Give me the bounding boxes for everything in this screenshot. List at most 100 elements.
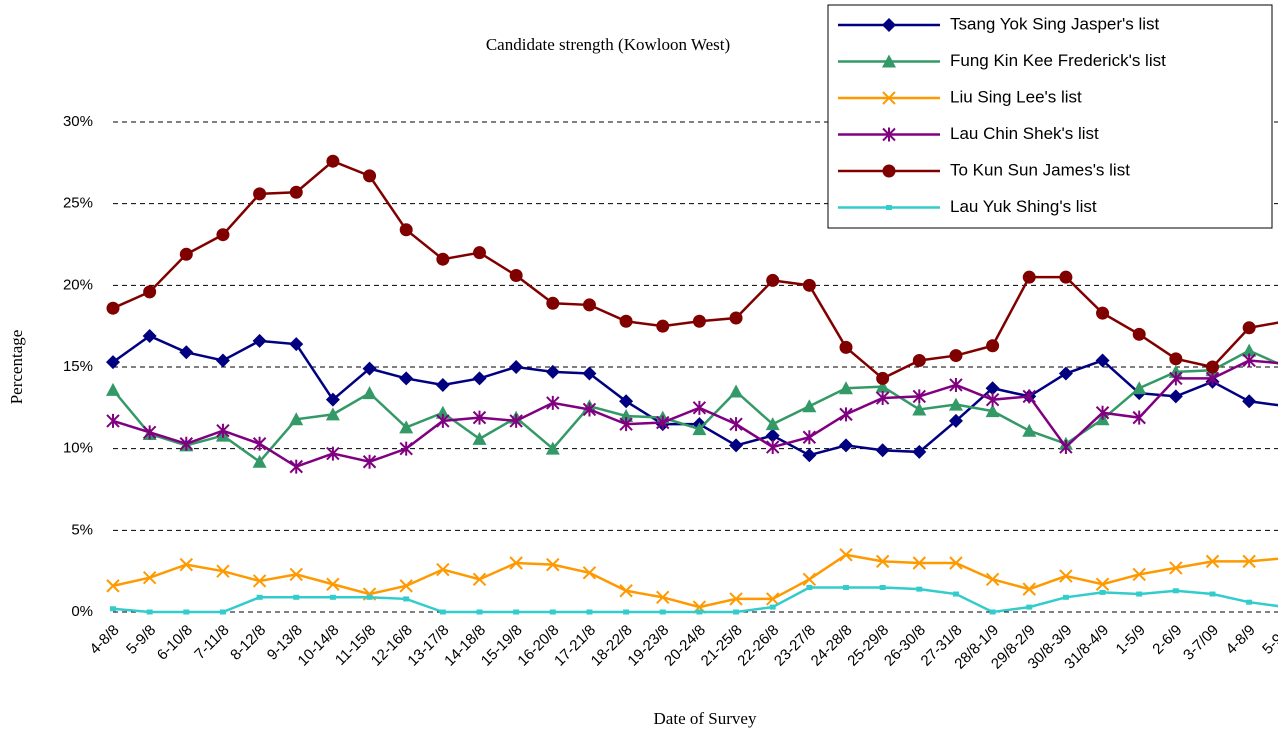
- marker: [179, 247, 193, 261]
- marker: [472, 431, 487, 445]
- marker: [985, 392, 1000, 407]
- marker: [399, 371, 414, 386]
- legend-label: Tsang Yok Sing Jasper's list: [950, 14, 1160, 33]
- marker: [293, 594, 300, 600]
- marker: [619, 314, 633, 328]
- marker: [765, 592, 780, 606]
- marker: [912, 353, 926, 367]
- marker: [289, 567, 303, 582]
- marker: [882, 127, 896, 142]
- marker: [985, 572, 1000, 587]
- x-tick-label: 7-11/8: [191, 622, 232, 663]
- marker: [472, 371, 487, 386]
- marker: [1058, 366, 1073, 381]
- marker: [949, 556, 963, 570]
- marker: [882, 54, 896, 68]
- marker: [696, 609, 703, 615]
- marker: [619, 409, 634, 422]
- marker: [729, 438, 744, 453]
- marker: [146, 609, 153, 615]
- marker: [216, 423, 230, 438]
- marker: [912, 402, 927, 416]
- marker: [106, 382, 120, 396]
- marker: [289, 459, 303, 474]
- marker: [183, 609, 190, 615]
- legend-box: [827, 4, 1273, 229]
- marker: [439, 609, 446, 615]
- marker: [882, 164, 896, 178]
- marker: [142, 328, 157, 343]
- marker: [545, 441, 560, 455]
- marker: [179, 345, 194, 360]
- chart-title: Candidate strength (Kowloon West): [486, 35, 730, 54]
- marker: [436, 252, 450, 266]
- marker: [472, 410, 487, 425]
- x-tick-label: 5-9/9: [1259, 622, 1278, 658]
- marker: [1209, 591, 1216, 597]
- marker: [399, 223, 413, 237]
- marker: [948, 397, 963, 411]
- marker: [252, 454, 267, 468]
- marker: [215, 353, 230, 368]
- marker: [733, 609, 740, 615]
- marker: [549, 609, 556, 615]
- marker: [729, 592, 743, 606]
- marker: [1246, 599, 1253, 605]
- marker: [1242, 343, 1257, 357]
- marker: [949, 349, 963, 363]
- x-axis-label: Date of Survey: [654, 709, 757, 728]
- marker: [1059, 270, 1073, 284]
- marker: [656, 590, 670, 605]
- marker: [985, 404, 1000, 418]
- legend-label: Lau Yuk Shing's list: [950, 197, 1097, 216]
- marker: [143, 285, 157, 299]
- marker: [882, 91, 896, 105]
- marker: [362, 454, 377, 469]
- marker: [509, 269, 523, 283]
- marker: [582, 366, 597, 381]
- marker: [1095, 353, 1110, 368]
- marker: [219, 609, 226, 615]
- marker: [985, 381, 1000, 396]
- marker: [1022, 270, 1036, 284]
- marker: [986, 339, 1000, 353]
- marker: [436, 413, 450, 428]
- marker: [289, 185, 303, 199]
- marker: [912, 556, 927, 570]
- marker: [179, 436, 194, 451]
- marker: [839, 407, 853, 422]
- x-tick-label: 10-14/8: [295, 622, 343, 670]
- marker: [659, 609, 666, 615]
- marker: [765, 440, 780, 455]
- marker: [179, 557, 194, 572]
- legend-label: To Kun Sun James's list: [950, 160, 1130, 179]
- marker: [806, 585, 813, 590]
- marker: [325, 392, 340, 407]
- marker: [802, 430, 817, 445]
- marker: [839, 438, 853, 453]
- marker: [1059, 440, 1073, 455]
- marker: [366, 594, 373, 600]
- marker: [513, 609, 520, 615]
- marker: [948, 413, 963, 428]
- marker: [1132, 567, 1146, 582]
- marker: [839, 548, 853, 562]
- marker: [1099, 589, 1106, 595]
- marker: [1206, 360, 1219, 374]
- legend-label: Lau Chin Shek's list: [950, 124, 1099, 143]
- marker: [582, 402, 597, 417]
- marker: [252, 333, 267, 348]
- marker: [325, 407, 340, 421]
- y-tick-label: 0%: [71, 603, 93, 620]
- marker: [623, 609, 630, 615]
- marker: [473, 246, 486, 260]
- series: [110, 585, 1278, 615]
- marker: [509, 556, 523, 570]
- marker: [1132, 410, 1146, 425]
- marker: [106, 301, 120, 315]
- marker: [1062, 594, 1069, 600]
- marker: [289, 337, 304, 352]
- marker: [1242, 353, 1256, 368]
- marker: [399, 579, 413, 593]
